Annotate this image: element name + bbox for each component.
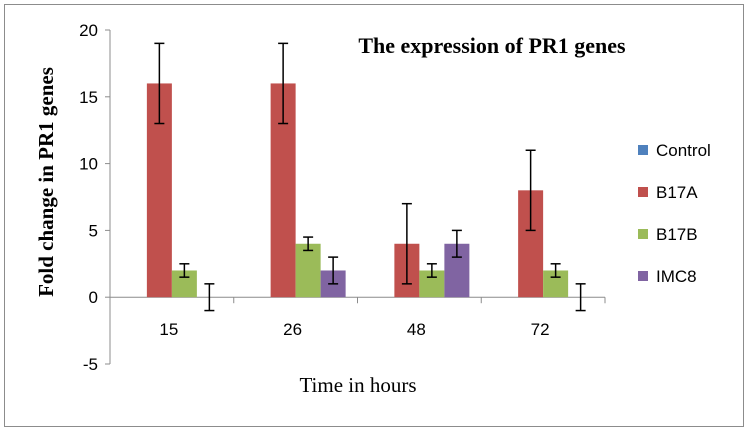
legend-swatch-imc8 (638, 271, 648, 281)
y-tick-label: -5 (83, 355, 98, 374)
x-axis-title: Time in hours (299, 373, 416, 397)
legend-label-b17b: B17B (656, 225, 698, 244)
y-tick-label: 20 (79, 21, 98, 40)
legend-swatch-b17b (638, 229, 648, 239)
y-tick-label: 15 (79, 88, 98, 107)
legend-label-imc8: IMC8 (656, 267, 697, 286)
bar-b17b-26 (295, 243, 321, 298)
x-tick-label: 26 (283, 320, 302, 339)
legend-swatch-b17a (638, 187, 648, 197)
y-tick-label: 10 (79, 155, 98, 174)
y-axis-title: Fold change in PR1 genes (34, 67, 58, 297)
legend-label-b17a: B17A (656, 183, 698, 202)
legend-label-control: Control (656, 141, 711, 160)
x-tick-label: 15 (159, 320, 178, 339)
x-tick-label: 72 (531, 320, 550, 339)
y-tick-label: 5 (89, 221, 98, 240)
x-tick-label: 48 (407, 320, 426, 339)
legend-swatch-control (638, 145, 648, 155)
legend: Control B17A B17B IMC8 (638, 141, 711, 286)
y-tick-label: 0 (89, 288, 98, 307)
chart-frame (4, 4, 744, 427)
chart-title: The expression of PR1 genes (358, 33, 626, 58)
